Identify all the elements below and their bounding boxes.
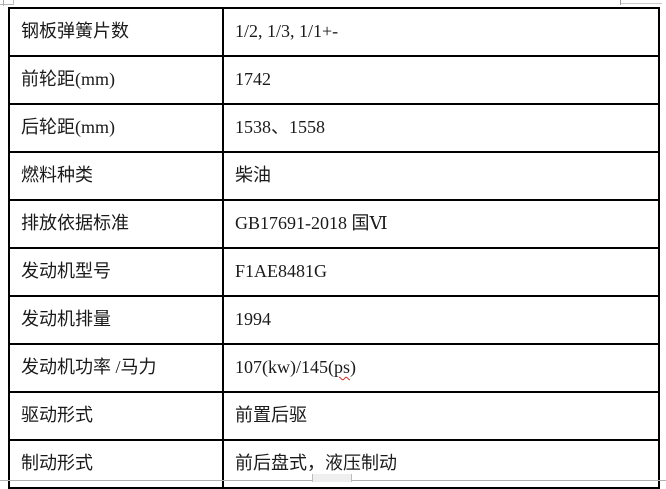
spec-label[interactable]: 驱动形式 (8, 391, 224, 441)
spec-value[interactable]: 1538、1558 (222, 103, 660, 153)
spec-label[interactable]: 发动机排量 (8, 295, 224, 345)
table-row: 燃料种类 柴油 (8, 151, 660, 201)
top-left-gridline-artifact (13, 0, 14, 5)
spec-value[interactable]: 1994 (222, 295, 660, 345)
top-right-gridline-artifact (620, 0, 621, 5)
table-row: 发动机型号 F1AE8481G (8, 247, 660, 297)
spec-value[interactable]: 1/2, 1/3, 1/1+- (222, 7, 660, 57)
spec-label[interactable]: 前轮距(mm) (8, 55, 224, 105)
spec-value[interactable]: 前置后驱 (222, 391, 660, 441)
misspelled-word: ps (333, 357, 350, 378)
spec-value-text: 107(kw)/145( (235, 357, 334, 378)
table-row: 发动机排量 1994 (8, 295, 660, 345)
table-row: 驱动形式 前置后驱 (8, 391, 660, 441)
spec-label[interactable]: 钢板弹簧片数 (8, 7, 224, 57)
top-right-gridline-artifact (621, 3, 662, 4)
table-row: 排放依据标准 GB17691-2018 国Ⅵ (8, 199, 660, 249)
scrollbar-thumb[interactable] (312, 474, 352, 482)
table-row: 钢板弹簧片数 1/2, 1/3, 1/1+- (8, 7, 660, 57)
table-row: 发动机功率 /马力 107(kw)/145(ps) (8, 343, 660, 393)
spec-value[interactable]: F1AE8481G (222, 247, 660, 297)
spec-label[interactable]: 发动机型号 (8, 247, 224, 297)
spec-label[interactable]: 后轮距(mm) (8, 103, 224, 153)
top-left-gridline-artifact (0, 4, 14, 5)
spec-value[interactable]: 107(kw)/145(ps) (222, 343, 660, 393)
top-left-gridline-artifact (3, 0, 4, 6)
spec-value[interactable]: GB17691-2018 国Ⅵ (222, 199, 660, 249)
spec-label[interactable]: 排放依据标准 (8, 199, 224, 249)
spec-value[interactable]: 柴油 (222, 151, 660, 201)
spec-value[interactable]: 1742 (222, 55, 660, 105)
spec-label[interactable]: 发动机功率 /马力 (8, 343, 224, 393)
table-row: 前轮距(mm) 1742 (8, 55, 660, 105)
spec-value-text: ) (350, 357, 356, 378)
spec-table: 钢板弹簧片数 1/2, 1/3, 1/1+- 前轮距(mm) 1742 后轮距(… (8, 7, 660, 489)
spec-label[interactable]: 燃料种类 (8, 151, 224, 201)
table-row: 后轮距(mm) 1538、1558 (8, 103, 660, 153)
